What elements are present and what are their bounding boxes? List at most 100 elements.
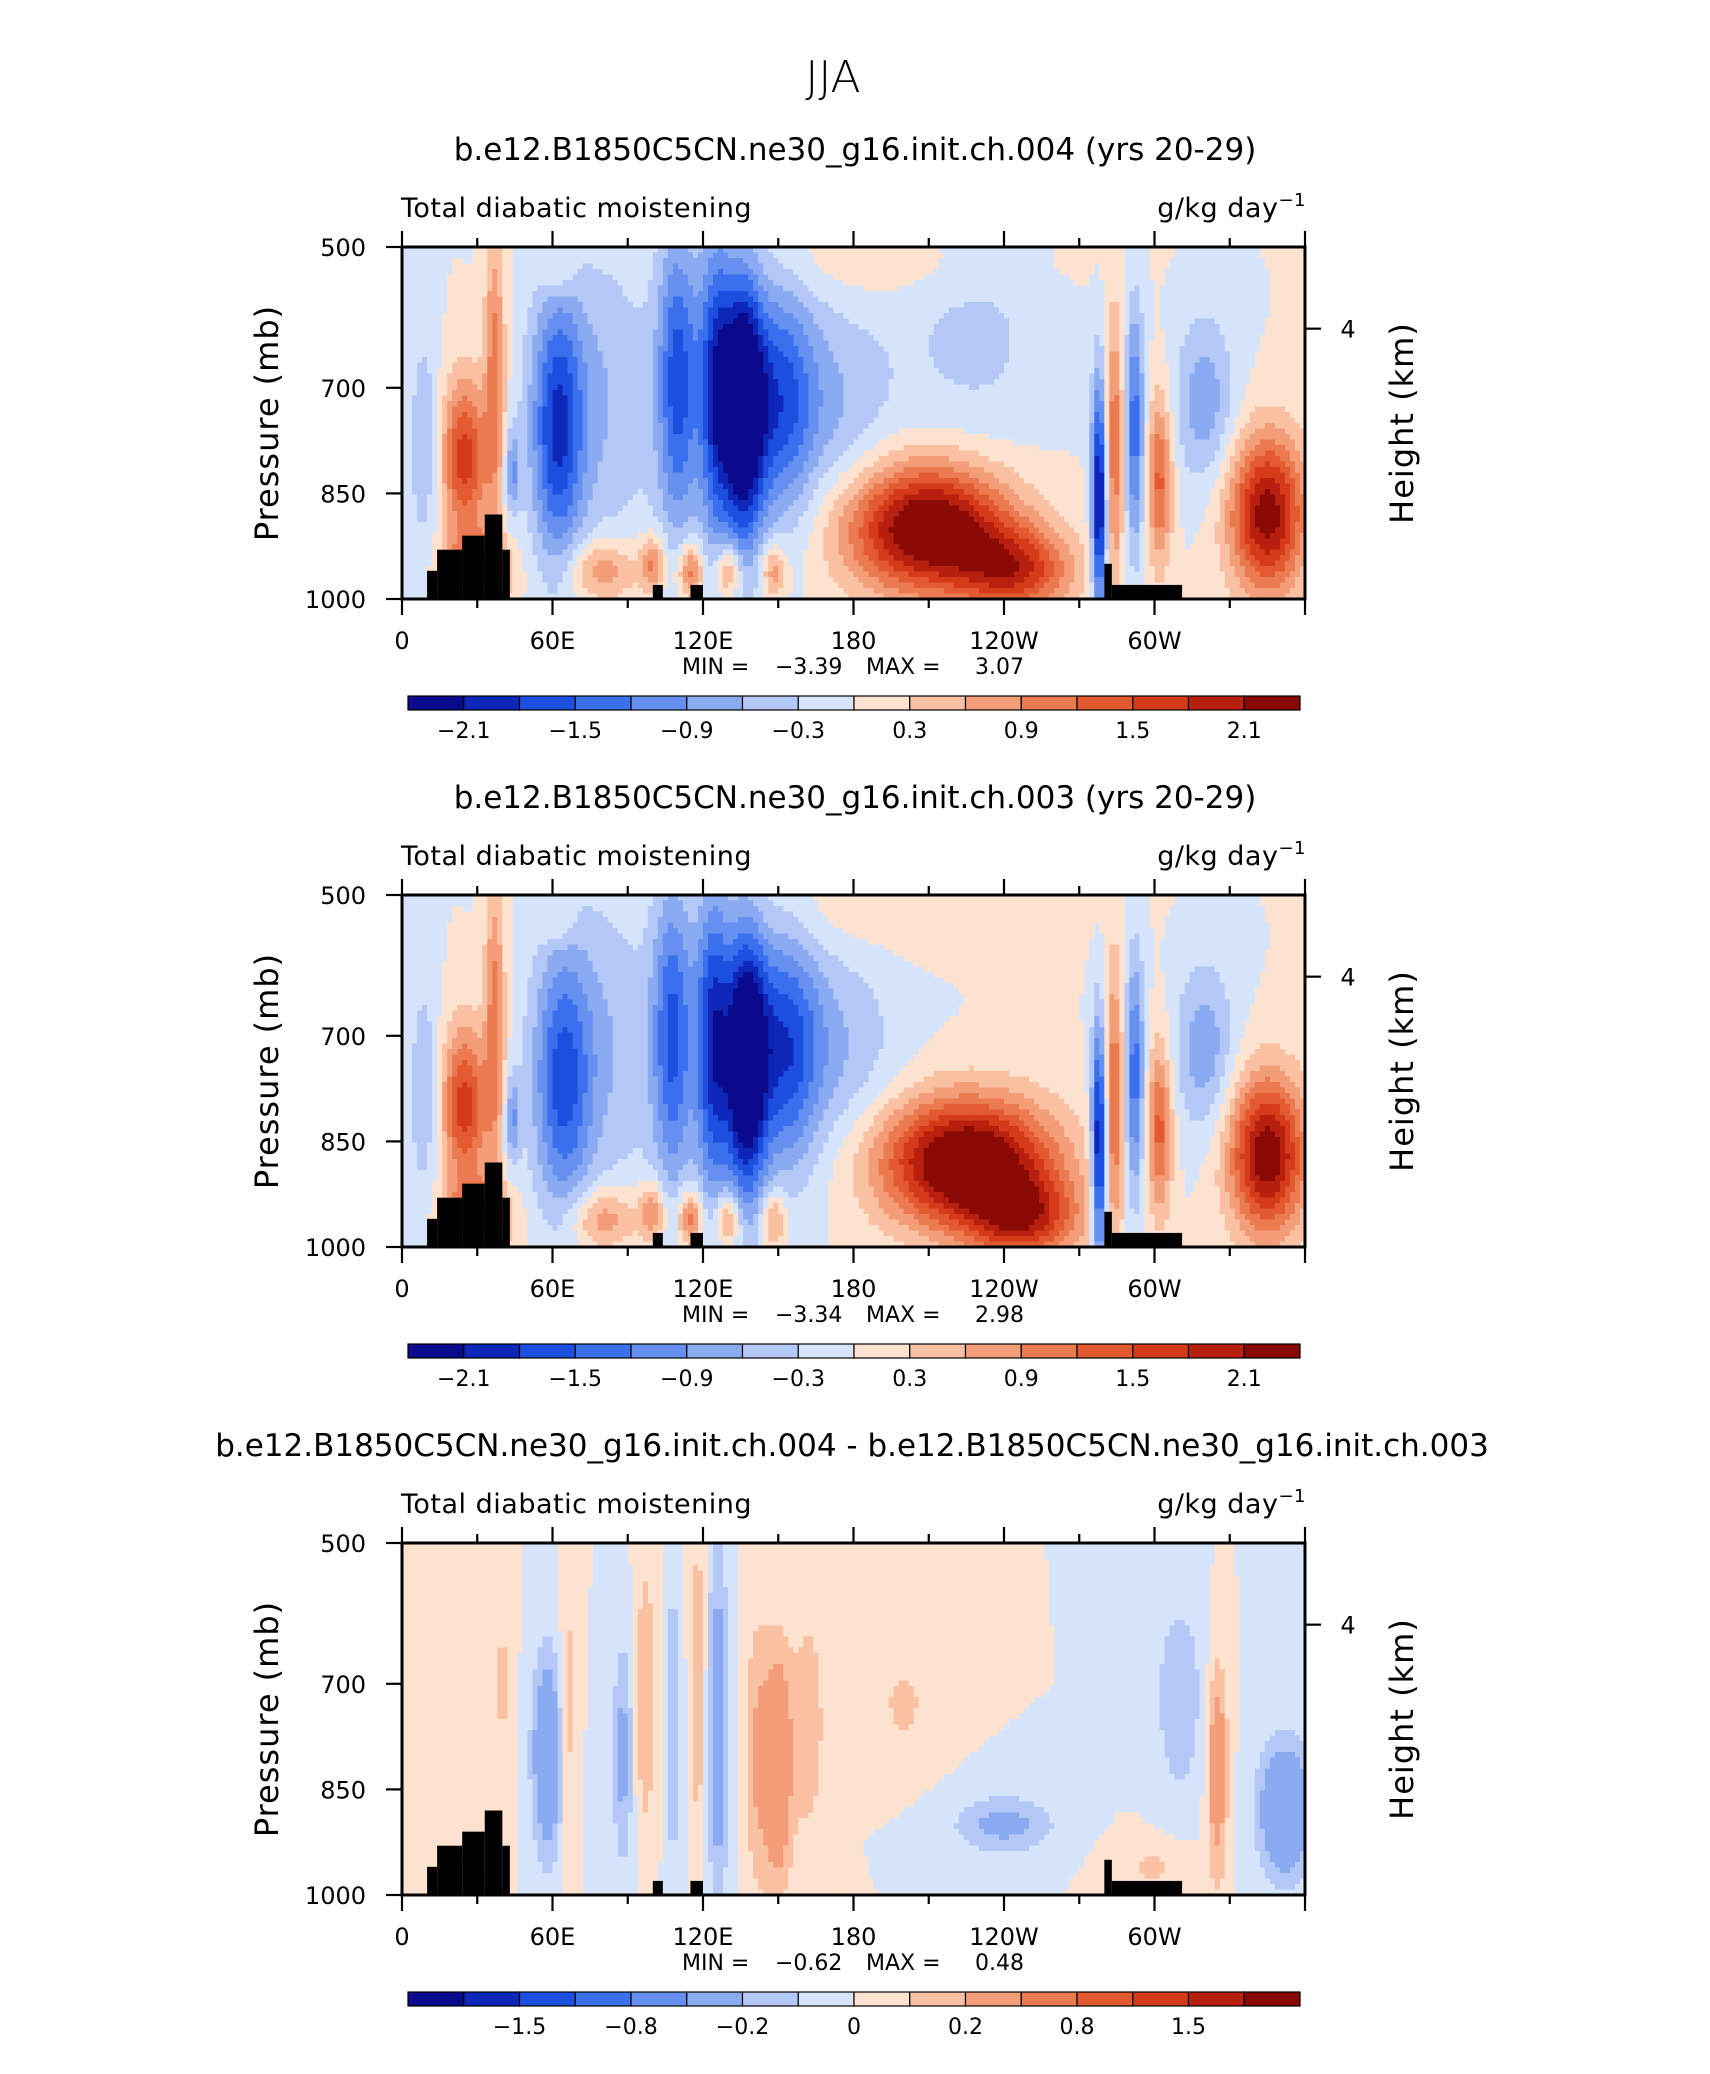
heatmap-cell bbox=[923, 258, 930, 265]
heatmap-cell bbox=[477, 285, 483, 292]
heatmap-cell bbox=[1094, 318, 1100, 325]
heatmap-cell bbox=[733, 384, 739, 391]
heatmap-cell bbox=[552, 269, 559, 276]
heatmap-cell bbox=[612, 351, 619, 358]
heatmap-cell bbox=[1179, 357, 1186, 364]
heatmap-cell bbox=[1204, 340, 1211, 347]
heatmap-cell bbox=[933, 351, 940, 358]
heatmap-cell bbox=[763, 247, 769, 254]
heatmap-cell bbox=[562, 368, 569, 375]
heatmap-cell bbox=[703, 296, 709, 303]
heatmap-cell bbox=[1099, 247, 1105, 254]
heatmap-cell bbox=[728, 362, 734, 369]
heatmap-cell bbox=[462, 324, 468, 331]
heatmap-cell bbox=[617, 335, 624, 342]
heatmap-cell bbox=[723, 395, 729, 402]
heatmap-cell bbox=[612, 335, 619, 342]
heatmap-cell bbox=[472, 340, 478, 347]
heatmap-cell bbox=[1149, 373, 1156, 380]
heatmap-cell bbox=[798, 258, 804, 265]
heatmap-cell bbox=[422, 269, 428, 276]
heatmap-cell bbox=[883, 373, 890, 380]
heatmap-cell bbox=[1284, 258, 1291, 265]
heatmap-cell bbox=[1109, 302, 1115, 309]
heatmap-cell bbox=[1069, 373, 1075, 380]
heatmap-cell bbox=[412, 329, 418, 336]
heatmap-cell bbox=[1069, 296, 1075, 303]
heatmap-cell bbox=[908, 368, 915, 375]
heatmap-cell bbox=[457, 302, 463, 309]
heatmap-cell bbox=[502, 368, 508, 375]
heatmap-cell bbox=[928, 296, 935, 303]
heatmap-cell bbox=[507, 274, 513, 281]
heatmap-cell bbox=[1074, 368, 1080, 375]
heatmap-cell bbox=[647, 384, 654, 391]
heatmap-cell bbox=[743, 329, 749, 336]
heatmap-cell bbox=[1069, 346, 1075, 353]
heatmap-cell bbox=[1294, 296, 1301, 303]
heatmap-cell bbox=[677, 362, 684, 369]
heatmap-cell bbox=[477, 340, 483, 347]
heatmap-cell bbox=[572, 329, 579, 336]
heatmap-cell bbox=[1154, 379, 1161, 386]
heatmap-cell bbox=[853, 395, 860, 402]
heatmap-cell bbox=[888, 285, 895, 292]
heatmap-cell bbox=[1089, 318, 1095, 325]
heatmap-cell bbox=[1079, 351, 1085, 358]
heatmap-cell bbox=[1289, 302, 1296, 309]
heatmap-cell bbox=[1224, 357, 1231, 364]
heatmap-cell bbox=[1219, 302, 1226, 309]
heatmap-cell bbox=[943, 269, 950, 276]
heatmap-cell bbox=[968, 285, 975, 292]
heatmap-cell bbox=[1199, 280, 1206, 287]
heatmap-cell bbox=[467, 373, 473, 380]
heatmap-cell bbox=[1274, 269, 1281, 276]
heatmap-cell bbox=[1159, 285, 1166, 292]
heatmap-cell bbox=[858, 395, 865, 402]
heatmap-cell bbox=[1104, 340, 1110, 347]
heatmap-cell bbox=[803, 280, 809, 287]
heatmap-cell bbox=[452, 296, 458, 303]
heatmap-cell bbox=[1269, 329, 1276, 336]
heatmap-cell bbox=[783, 368, 789, 375]
heatmap-cell bbox=[1094, 313, 1100, 320]
heatmap-cell bbox=[973, 329, 980, 336]
heatmap-cell bbox=[718, 379, 724, 386]
heatmap-cell bbox=[647, 340, 654, 347]
heatmap-cell bbox=[1094, 269, 1100, 276]
heatmap-cell bbox=[557, 252, 564, 259]
heatmap-cell bbox=[958, 263, 965, 270]
heatmap-cell bbox=[988, 269, 995, 276]
heatmap-cell bbox=[1109, 258, 1115, 265]
heatmap-cell bbox=[958, 291, 965, 298]
heatmap-cell bbox=[507, 390, 513, 397]
heatmap-cell bbox=[713, 280, 719, 287]
heatmap-cell bbox=[1039, 307, 1045, 314]
heatmap-cell bbox=[1219, 390, 1226, 397]
heatmap-cell bbox=[1014, 291, 1020, 298]
heatmap-cell bbox=[848, 395, 855, 402]
heatmap-cell bbox=[447, 351, 453, 358]
heatmap-cell bbox=[943, 368, 950, 375]
heatmap-cell bbox=[637, 285, 644, 292]
heatmap-cell bbox=[713, 296, 719, 303]
heatmap-cell bbox=[1114, 307, 1120, 314]
heatmap-cell bbox=[748, 285, 754, 292]
heatmap-cell bbox=[818, 357, 824, 364]
heatmap-cell bbox=[1039, 302, 1045, 309]
heatmap-cell bbox=[1019, 269, 1025, 276]
heatmap-cell bbox=[858, 296, 865, 303]
heatmap-cell bbox=[682, 291, 689, 298]
heatmap-cell bbox=[1079, 384, 1085, 391]
heatmap-cell bbox=[978, 362, 985, 369]
heatmap-cell bbox=[933, 285, 940, 292]
heatmap-cell bbox=[883, 357, 890, 364]
heatmap-cell bbox=[733, 252, 739, 259]
heatmap-cell bbox=[1149, 313, 1156, 320]
heatmap-cell bbox=[973, 384, 980, 391]
heatmap-cell bbox=[487, 258, 493, 265]
heatmap-cell bbox=[978, 307, 985, 314]
heatmap-cell bbox=[1034, 335, 1040, 342]
heatmap-cell bbox=[1199, 302, 1206, 309]
heatmap-cell bbox=[1229, 373, 1236, 380]
